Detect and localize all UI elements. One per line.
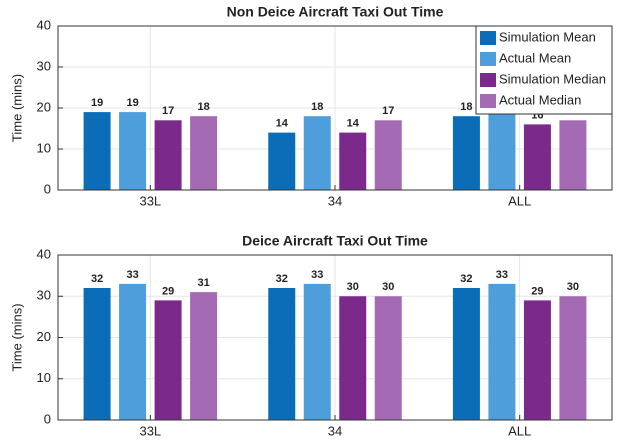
bar — [154, 120, 182, 190]
value-label: 14 — [347, 118, 360, 130]
legend-swatch — [480, 94, 496, 108]
legend-box — [475, 25, 613, 115]
bar — [268, 132, 296, 190]
value-label: 19 — [126, 97, 138, 109]
legend-label: Simulation Median — [499, 71, 606, 86]
bar — [303, 116, 331, 190]
value-label: 31 — [197, 277, 209, 289]
x-tick-label: 34 — [328, 193, 342, 208]
value-label: 14 — [276, 118, 289, 130]
value-label: 33 — [496, 269, 508, 281]
bar — [303, 283, 331, 420]
x-tick-label: ALL — [508, 423, 531, 438]
value-label: 33 — [126, 269, 138, 281]
y-tick-label: 30 — [37, 58, 51, 73]
legend-swatch — [480, 31, 496, 45]
chart-title: Non Deice Aircraft Taxi Out Time — [227, 4, 444, 20]
axes-box — [57, 254, 613, 421]
value-label: 19 — [91, 97, 103, 109]
bar — [268, 288, 296, 420]
bar — [339, 132, 367, 190]
legend: Simulation Mean Actual Mean Simulation Med… — [475, 25, 613, 115]
chart: Non Deice Aircraft Taxi Out Time Time (mi… — [9, 4, 613, 208]
x-tick-label: 33L — [139, 423, 161, 438]
y-tick-label: 40 — [37, 246, 51, 261]
value-label: 33 — [311, 269, 323, 281]
bar — [559, 296, 587, 420]
value-label: 32 — [276, 273, 288, 285]
bar — [374, 296, 402, 420]
bar — [154, 300, 182, 420]
x-tick-label: 34 — [328, 423, 342, 438]
bar — [452, 116, 480, 190]
legend-label: Simulation Mean — [499, 29, 596, 44]
bar — [83, 288, 111, 420]
x-tick-label: ALL — [508, 193, 531, 208]
value-label: 17 — [382, 105, 394, 117]
y-tick-label: 20 — [37, 99, 51, 114]
y-tick-label: 10 — [37, 370, 51, 385]
legend-label: Actual Median — [499, 92, 581, 107]
value-label: 18 — [311, 101, 323, 113]
value-label: 17 — [162, 105, 174, 117]
legend-swatch — [480, 73, 496, 87]
bar — [559, 120, 587, 190]
chart: Deice Aircraft Taxi Out Time Time (mins) 0… — [9, 233, 613, 438]
y-tick-label: 10 — [37, 140, 51, 155]
y-axis-label: Time (mins) — [9, 74, 24, 142]
bar — [83, 112, 111, 190]
y-tick-label: 0 — [44, 181, 51, 196]
bar — [452, 288, 480, 420]
y-axis-label: Time (mins) — [9, 303, 24, 371]
bar — [339, 296, 367, 420]
value-label: 30 — [382, 281, 394, 293]
value-label: 32 — [460, 273, 472, 285]
legend-swatch — [480, 52, 496, 66]
value-label: 30 — [567, 281, 579, 293]
bar — [488, 283, 516, 420]
y-tick-label: 20 — [37, 329, 51, 344]
y-tick-label: 0 — [44, 411, 51, 426]
value-label: 30 — [347, 281, 359, 293]
bar — [523, 300, 551, 420]
value-label: 18 — [460, 101, 472, 113]
bar — [119, 112, 147, 190]
bar — [488, 112, 516, 190]
y-tick-label: 40 — [37, 17, 51, 32]
y-tick-label: 30 — [37, 288, 51, 303]
bar — [190, 292, 218, 420]
x-tick-label: 33L — [139, 193, 161, 208]
value-label: 32 — [91, 273, 103, 285]
bar — [190, 116, 218, 190]
legend-label: Actual Mean — [499, 50, 571, 65]
bar — [523, 124, 551, 190]
value-label: 18 — [197, 101, 209, 113]
bar — [374, 120, 402, 190]
chart-title: Deice Aircraft Taxi Out Time — [242, 233, 428, 249]
bar — [119, 283, 147, 420]
value-label: 29 — [162, 285, 174, 297]
value-label: 29 — [531, 285, 543, 297]
